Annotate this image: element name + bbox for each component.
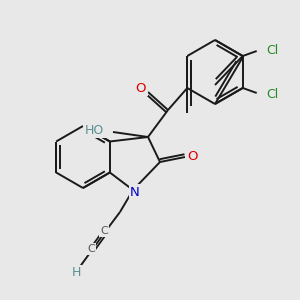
Text: Cl: Cl [267, 44, 279, 56]
Text: H: H [71, 266, 81, 280]
Text: C: C [87, 244, 95, 254]
Text: O: O [136, 82, 146, 94]
Text: N: N [130, 185, 140, 199]
Text: HO: HO [85, 124, 104, 136]
Text: Cl: Cl [267, 88, 279, 100]
Text: O: O [187, 151, 197, 164]
Text: C: C [100, 226, 108, 236]
